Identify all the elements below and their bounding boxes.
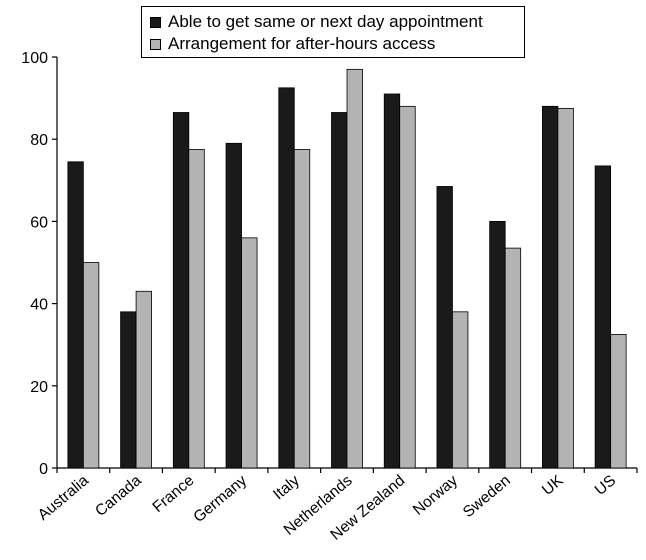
bars-group: [67, 68, 627, 469]
y-tick-label: 60: [30, 214, 48, 231]
bar-same-day: [436, 186, 453, 469]
x-tick-label: Germany: [190, 472, 250, 526]
bar-after-hours: [610, 334, 627, 469]
bar-after-hours: [504, 247, 522, 469]
x-tick-label: UK: [539, 472, 567, 499]
x-tick-label: Italy: [270, 472, 303, 503]
bar-same-day: [67, 161, 84, 469]
legend-swatch-after-hours: [150, 38, 161, 50]
bar-same-day: [172, 112, 190, 469]
legend-label-after-hours: Arrangement for after-hours access: [168, 34, 436, 53]
bar-after-hours: [399, 105, 416, 469]
legend-swatch-same-day: [150, 16, 161, 28]
bar-after-hours: [82, 262, 100, 469]
x-tick-label: Norway: [410, 472, 461, 519]
bar-after-hours: [452, 311, 469, 469]
x-tick-label: France: [150, 472, 198, 516]
bar-same-day: [383, 93, 401, 469]
bar-after-hours: [241, 237, 258, 469]
legend-item-same-day: Able to get same or next day appointment: [150, 12, 483, 32]
bar-same-day: [489, 220, 506, 469]
x-tick-label: Australia: [35, 472, 92, 524]
y-tick-label: 100: [21, 50, 48, 67]
bar-after-hours: [346, 68, 363, 469]
bar-same-day: [278, 87, 295, 469]
bar-same-day: [542, 105, 559, 469]
bar-same-day: [225, 142, 242, 469]
x-tick-label: Sweden: [460, 472, 514, 521]
y-tick-label: 40: [30, 297, 48, 314]
chart-legend: Able to get same or next day appointment…: [141, 6, 525, 58]
y-axis: 0 20 40 60 80 100: [21, 50, 58, 478]
bar-after-hours: [188, 149, 205, 469]
bar-same-day: [594, 165, 612, 469]
bar-same-day: [331, 112, 348, 469]
legend-label-same-day: Able to get same or next day appointment: [168, 12, 483, 31]
legend-item-after-hours: Arrangement for after-hours access: [150, 34, 435, 54]
bar-after-hours: [135, 290, 152, 469]
x-tick-label: US: [592, 472, 619, 499]
y-tick-label: 0: [39, 461, 48, 478]
bar-after-hours: [557, 107, 574, 469]
x-tick-label: Canada: [92, 472, 145, 520]
bar-after-hours: [293, 149, 311, 469]
bar-same-day: [120, 311, 137, 469]
y-tick-label: 80: [30, 132, 48, 149]
y-tick-label: 20: [30, 379, 48, 396]
